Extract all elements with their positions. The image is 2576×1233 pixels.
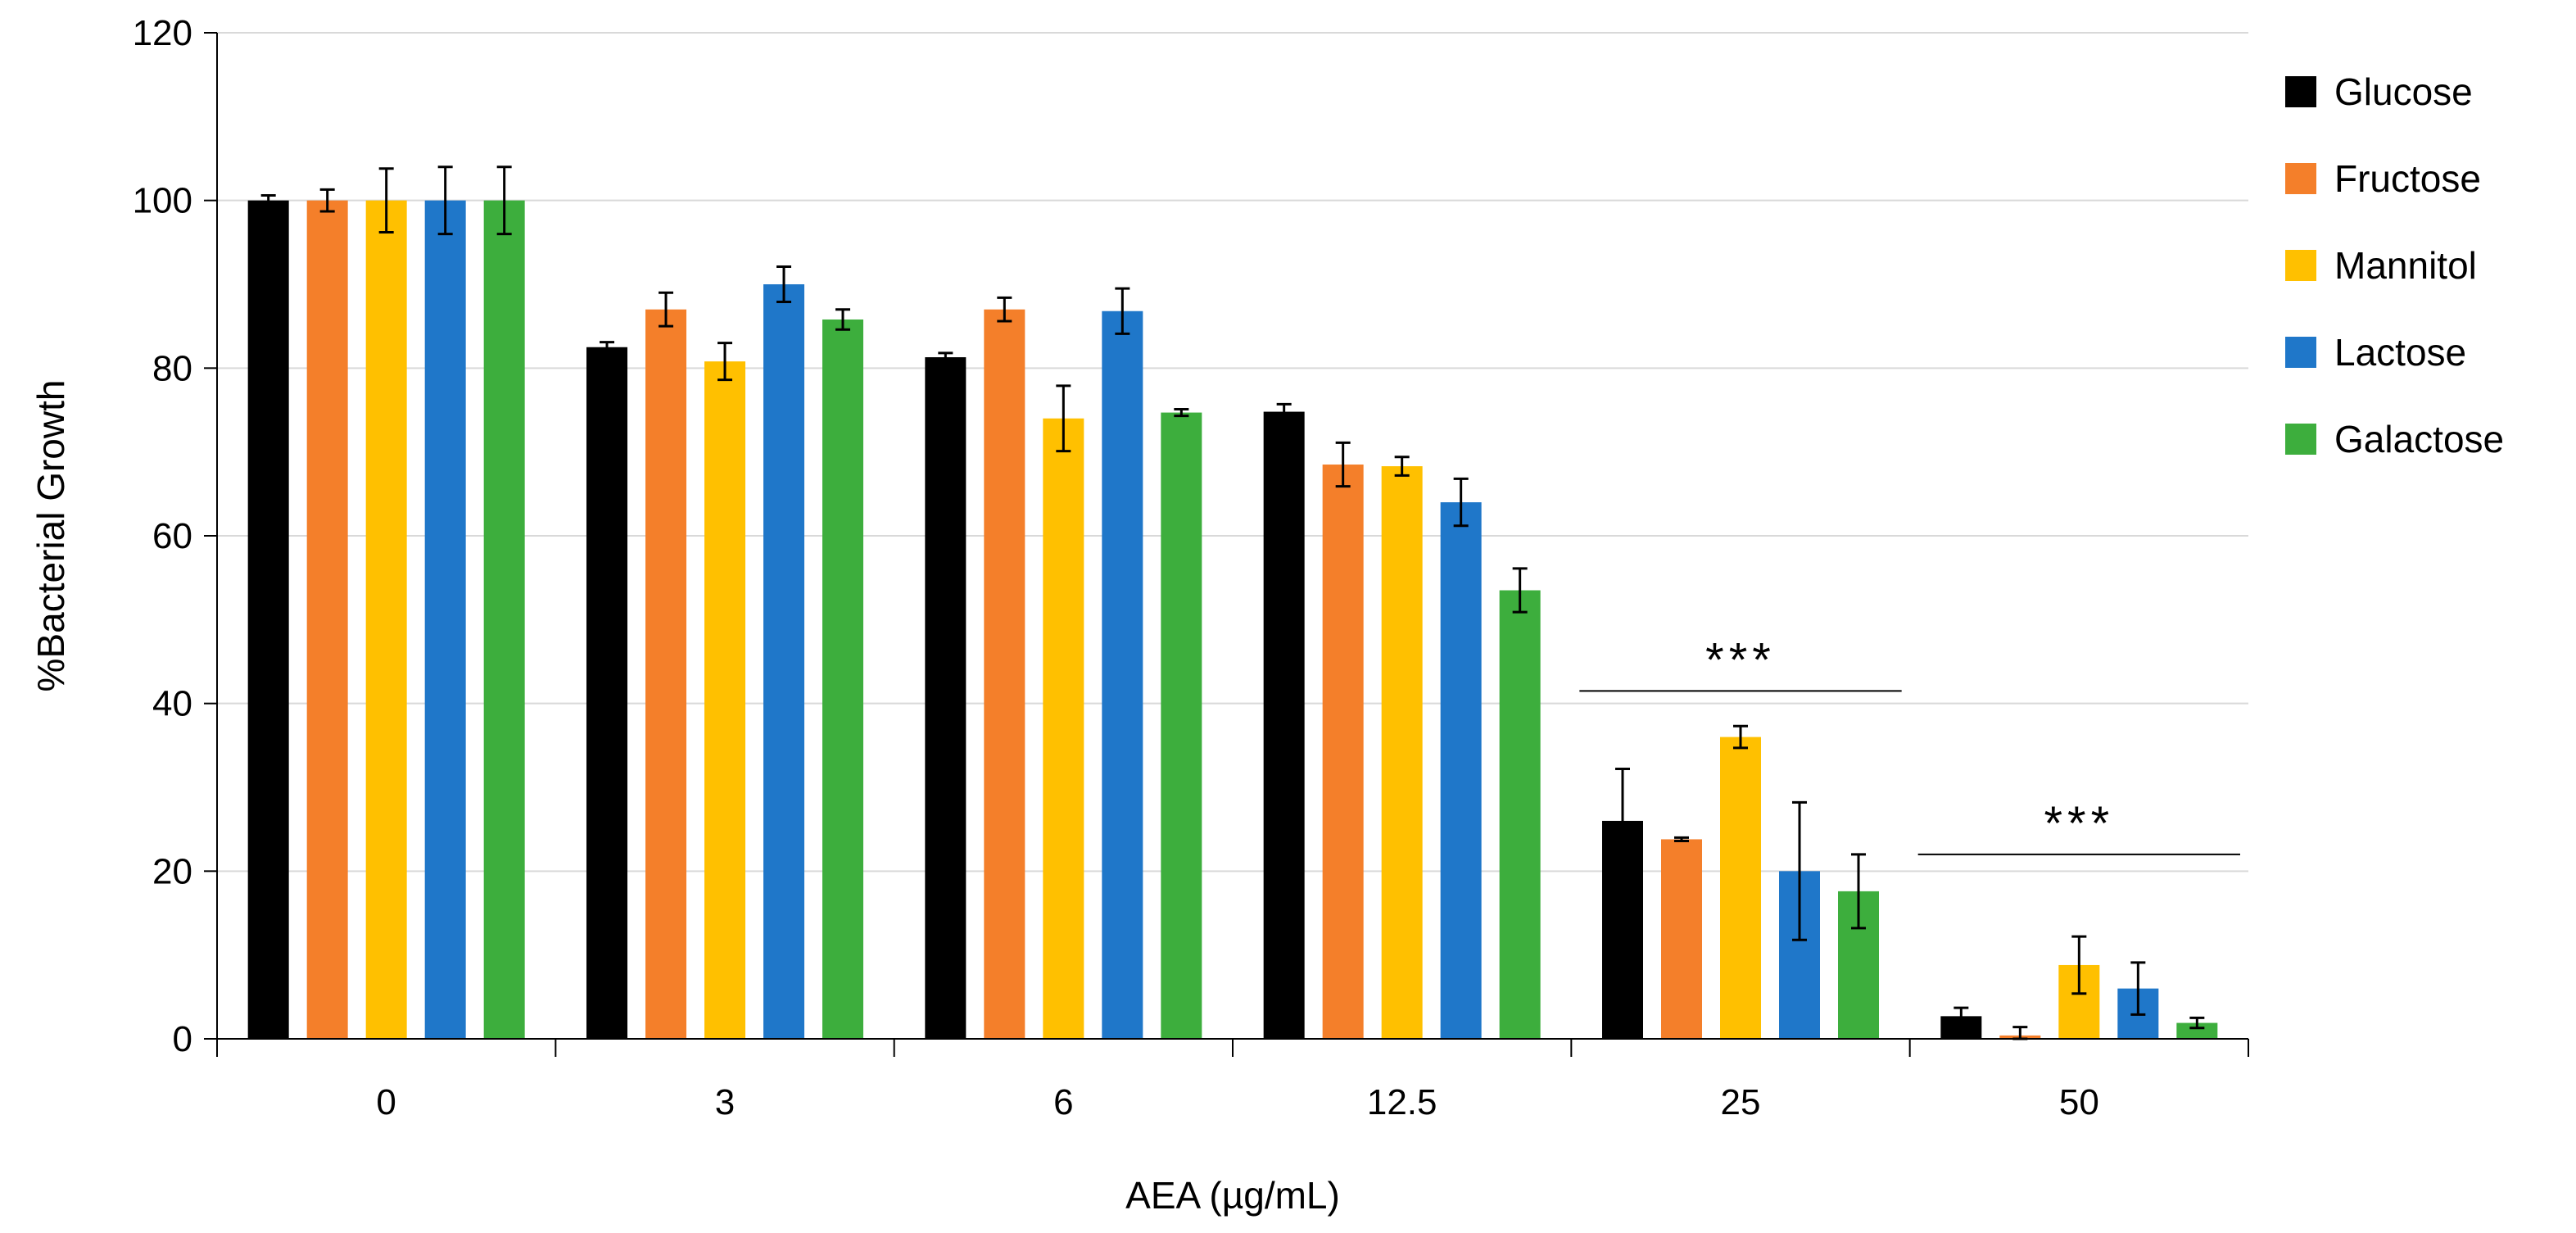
x-tick-label: 50 (2059, 1082, 2099, 1122)
x-tick-label: 25 (1721, 1082, 1761, 1122)
bars (247, 200, 2218, 1040)
bar (822, 319, 863, 1040)
legend-label: Mannitol (2334, 244, 2477, 287)
x-tick-label: 0 (376, 1082, 396, 1122)
legend-swatch (2285, 163, 2316, 194)
legend-swatch (2285, 424, 2316, 455)
bar (925, 357, 967, 1039)
legend-swatch (2285, 250, 2316, 281)
legend-swatch (2285, 76, 2316, 107)
bar (2176, 1022, 2218, 1039)
gridlines (217, 32, 2248, 873)
bar (424, 200, 466, 1039)
legend: Glucose Fructose Mannitol Lactose Galactose (2285, 70, 2504, 460)
y-axis-title: %Bacterial Growth (29, 380, 72, 692)
legend-label: Lactose (2334, 331, 2466, 374)
x-tick-label: 6 (1053, 1082, 1073, 1122)
bar (763, 284, 804, 1039)
bar (365, 200, 407, 1039)
bar (1043, 418, 1084, 1039)
bar (1499, 590, 1541, 1039)
y-tick-label: 0 (173, 1019, 192, 1059)
bar (483, 200, 525, 1039)
legend-label: Glucose (2334, 70, 2473, 113)
axes: 0 20 40 60 80 100 120 0 3 6 12.5 25 50 AEA (µg/mL) %Ba… (29, 13, 2249, 1217)
y-tick-label: 100 (133, 181, 192, 221)
error-bars (260, 165, 2205, 1040)
y-tick-label: 40 (152, 684, 192, 724)
significance-marker: *** (1705, 633, 1776, 687)
bar (306, 200, 348, 1039)
bar (1161, 412, 1202, 1039)
legend-label: Galactose (2334, 418, 2504, 460)
bar (1381, 466, 1423, 1039)
annotations: *** *** (1579, 633, 2240, 855)
bar (586, 347, 627, 1039)
legend-label: Fructose (2334, 157, 2481, 200)
bar (704, 361, 745, 1039)
significance-marker: *** (2044, 797, 2114, 850)
y-tick-label: 120 (133, 13, 192, 53)
y-tick-label: 80 (152, 348, 192, 388)
bar (247, 200, 289, 1039)
bar (1440, 502, 1482, 1039)
x-tick-label: 3 (715, 1082, 735, 1122)
legend-swatch (2285, 337, 2316, 368)
y-tick-label: 20 (152, 851, 192, 891)
bar (645, 309, 686, 1039)
x-axis-title: AEA (µg/mL) (1125, 1174, 1340, 1217)
bar (1263, 411, 1305, 1040)
bar (1720, 737, 1761, 1039)
bar (1102, 311, 1143, 1039)
bar (1661, 839, 1702, 1039)
y-tick-label: 60 (152, 516, 192, 556)
bar (1322, 465, 1364, 1039)
x-tick-label: 12.5 (1367, 1082, 1437, 1122)
bar (984, 309, 1025, 1039)
